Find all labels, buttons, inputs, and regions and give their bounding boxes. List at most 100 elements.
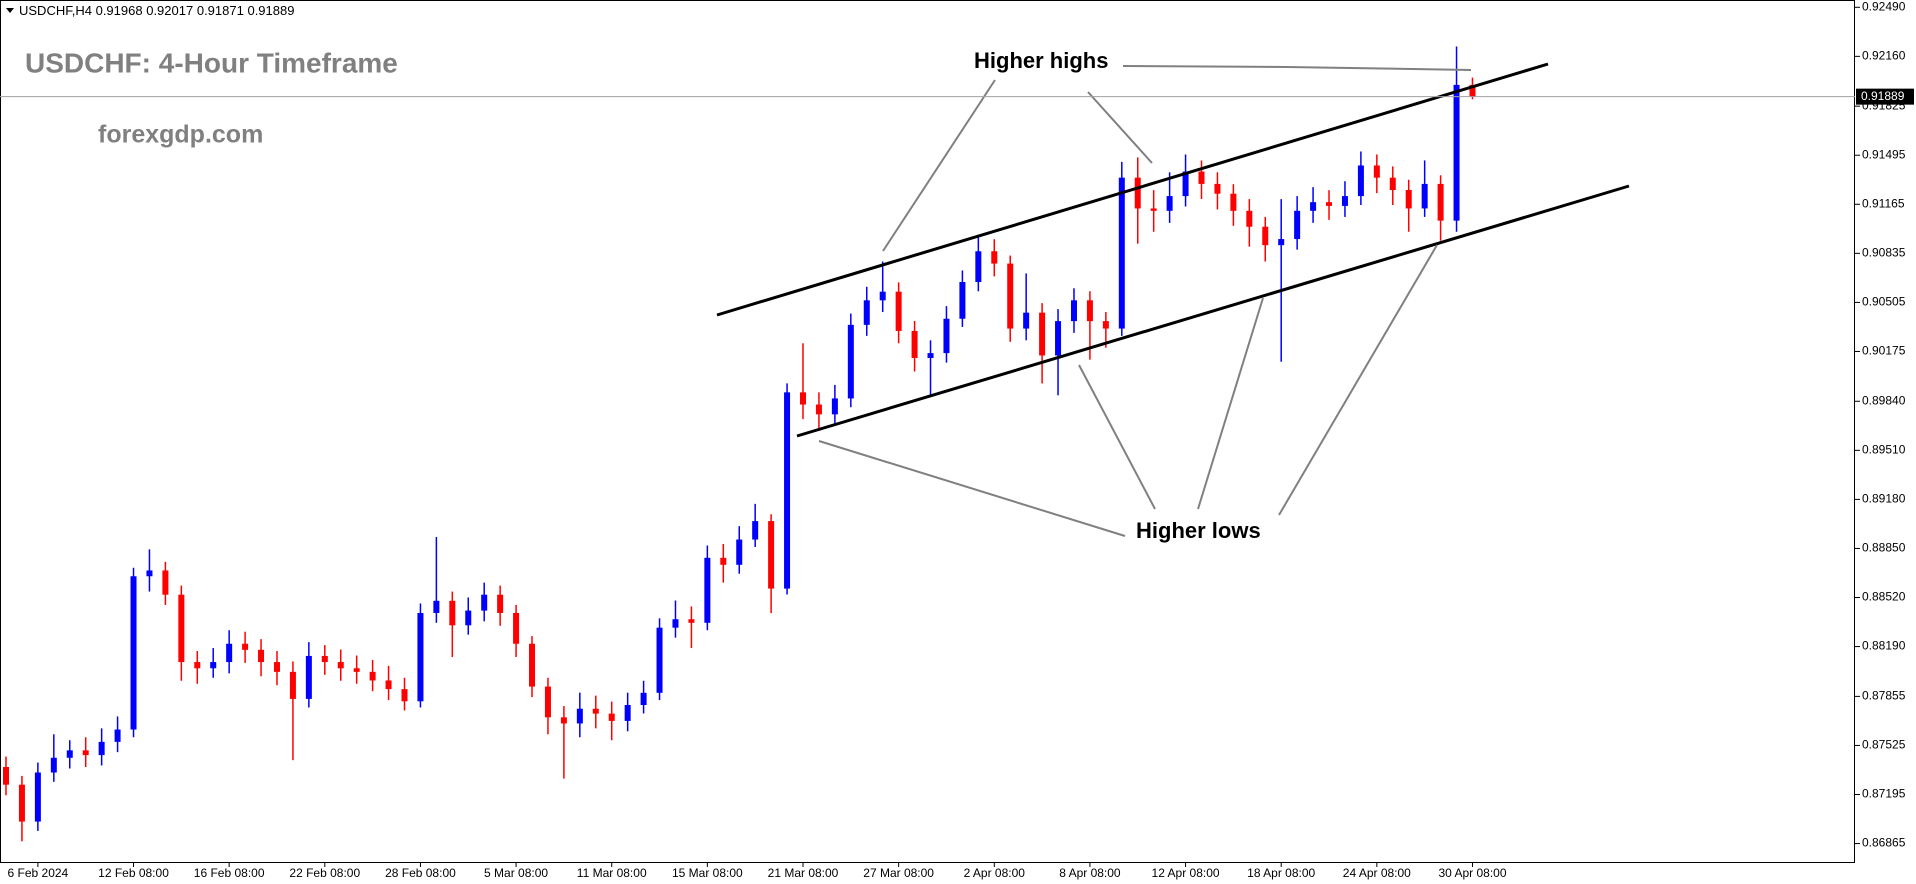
- candle-body: [385, 680, 392, 690]
- candle-body: [1086, 300, 1093, 322]
- watermark: forexgdp.com: [98, 121, 263, 149]
- x-tick-label: 15 Mar 08:00: [672, 866, 743, 880]
- y-tick-label: 0.88520: [1862, 590, 1906, 604]
- candle-body: [353, 668, 360, 672]
- candle-body: [1023, 312, 1030, 329]
- candle-body: [1134, 177, 1141, 209]
- candle-body: [1007, 263, 1014, 329]
- low-value: 0.91871: [197, 3, 244, 18]
- candle-body: [449, 600, 456, 626]
- y-tick-label: 0.90835: [1862, 246, 1906, 260]
- candle-body: [863, 300, 870, 325]
- candle-body: [66, 750, 73, 758]
- candle-body: [369, 671, 376, 681]
- y-tick-label: 0.91165: [1862, 196, 1905, 210]
- candle-body: [1469, 84, 1476, 97]
- x-tick-label: 18 Apr 08:00: [1247, 866, 1315, 880]
- candle-body: [242, 643, 249, 650]
- pointer-line: [1078, 364, 1156, 510]
- y-tick-label: 0.86865: [1862, 836, 1906, 850]
- candle-body: [1278, 239, 1285, 246]
- pointer-line: [818, 440, 1126, 537]
- candle-body: [529, 643, 536, 687]
- x-tick-label: 11 Mar 08:00: [577, 866, 647, 880]
- lower-trend-line: [796, 184, 1630, 438]
- candle-body: [720, 557, 727, 565]
- x-tick-label: 22 Feb 08:00: [289, 866, 360, 880]
- candle-body: [146, 570, 153, 577]
- candle-body: [943, 318, 950, 354]
- annotation: Higher lows: [1136, 518, 1261, 543]
- chart-header: USDCHF,H4 0.91968 0.92017 0.91871 0.9188…: [19, 3, 294, 18]
- candle-body: [656, 627, 663, 693]
- candle-body: [433, 600, 440, 613]
- candle-body: [911, 330, 918, 359]
- candle-body: [305, 655, 312, 699]
- y-tick-label: 0.88850: [1862, 541, 1906, 555]
- candle-body: [401, 689, 408, 702]
- candle-body: [162, 570, 169, 595]
- candle-body: [226, 643, 233, 663]
- candle-body: [258, 649, 265, 663]
- candle-body: [1310, 202, 1317, 211]
- y-tick-label: 0.87525: [1862, 738, 1906, 752]
- candle-body: [576, 708, 583, 724]
- candle-body: [1070, 300, 1077, 322]
- candle-body: [704, 557, 711, 623]
- open-value: 0.91968: [96, 3, 143, 18]
- candle-body: [975, 251, 982, 283]
- candle-body: [50, 757, 57, 773]
- candle-body: [1182, 171, 1189, 197]
- x-tick-label: 8 Apr 08:00: [1059, 866, 1121, 880]
- candle-body: [624, 705, 631, 721]
- candle-body: [210, 662, 217, 669]
- pointer-line: [882, 79, 996, 252]
- y-tick-label: 0.89840: [1862, 393, 1906, 407]
- pointer-line: [1197, 297, 1264, 510]
- x-tick-label: 24 Apr 08:00: [1343, 866, 1411, 880]
- x-tick-label: 27 Mar 08:00: [863, 866, 934, 880]
- chart-title: USDCHF: 4-Hour Timeframe: [25, 47, 398, 78]
- candle-body: [927, 353, 934, 359]
- x-tick-label: 12 Feb 08:00: [98, 866, 169, 880]
- candle-body: [1150, 208, 1157, 211]
- current-price-box: [1856, 88, 1914, 105]
- candle-body: [337, 662, 344, 669]
- close-value: 0.91889: [247, 3, 294, 18]
- candle-body: [879, 291, 886, 301]
- candle-body: [1373, 165, 1380, 178]
- y-tick-label: 0.90175: [1862, 344, 1906, 358]
- candle-body: [736, 539, 743, 565]
- current-price-label: 0.91889: [1861, 89, 1905, 103]
- y-tick-label: 0.92490: [1862, 0, 1906, 13]
- candles: [3, 46, 1476, 842]
- candle-body: [1294, 210, 1301, 240]
- candle-body: [273, 662, 280, 672]
- candle-body: [513, 612, 520, 644]
- candle-body: [1405, 190, 1412, 209]
- candle-body: [321, 655, 328, 663]
- candle-body: [895, 291, 902, 331]
- upper-trend-line: [716, 62, 1549, 317]
- candle-body: [497, 594, 504, 613]
- candle-body: [1055, 321, 1062, 356]
- candle-body: [289, 671, 296, 699]
- x-tick-label: 6 Feb 2024: [8, 866, 69, 880]
- candle-body: [800, 392, 806, 405]
- candle-body: [768, 521, 775, 589]
- candle-body: [178, 594, 185, 663]
- candle-body: [1389, 177, 1396, 191]
- candle-body: [1102, 321, 1109, 329]
- annotation-pointers: [818, 65, 1472, 537]
- candle-body: [592, 708, 599, 714]
- pointer-line: [1087, 91, 1153, 164]
- candle-body: [752, 521, 759, 540]
- x-tick-label: 28 Feb 08:00: [385, 866, 456, 880]
- y-tick-label: 0.87195: [1862, 787, 1906, 801]
- candle-body: [1453, 84, 1460, 221]
- candle-body: [959, 282, 966, 319]
- x-tick-label: 2 Apr 08:00: [964, 866, 1026, 880]
- header-marker: [6, 8, 14, 13]
- x-tick-label: 5 Mar 08:00: [484, 866, 548, 880]
